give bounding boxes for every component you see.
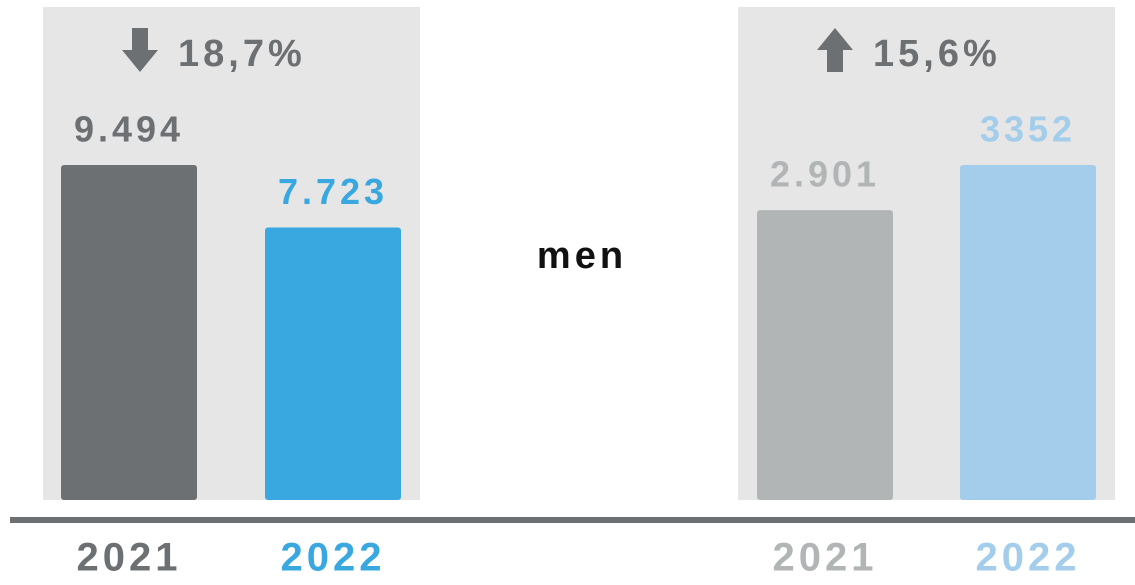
bar	[757, 210, 893, 500]
change-label: 18,7%	[178, 33, 306, 75]
value-label: 3352	[980, 109, 1076, 150]
bar	[265, 227, 401, 500]
x-tick-label: 2022	[281, 536, 386, 580]
change-arrow	[122, 28, 158, 72]
value-label: 7.723	[278, 171, 388, 212]
bar	[61, 165, 197, 500]
value-label: 2.901	[770, 154, 880, 195]
x-tick-label: 2021	[77, 536, 182, 580]
x-tick-label: 2022	[976, 536, 1081, 580]
value-label: 9.494	[74, 109, 184, 150]
change-arrow	[817, 28, 853, 72]
bar	[960, 165, 1096, 500]
group-label: men	[537, 235, 627, 277]
change-label: 15,6%	[873, 33, 1001, 75]
x-tick-label: 2021	[773, 536, 878, 580]
